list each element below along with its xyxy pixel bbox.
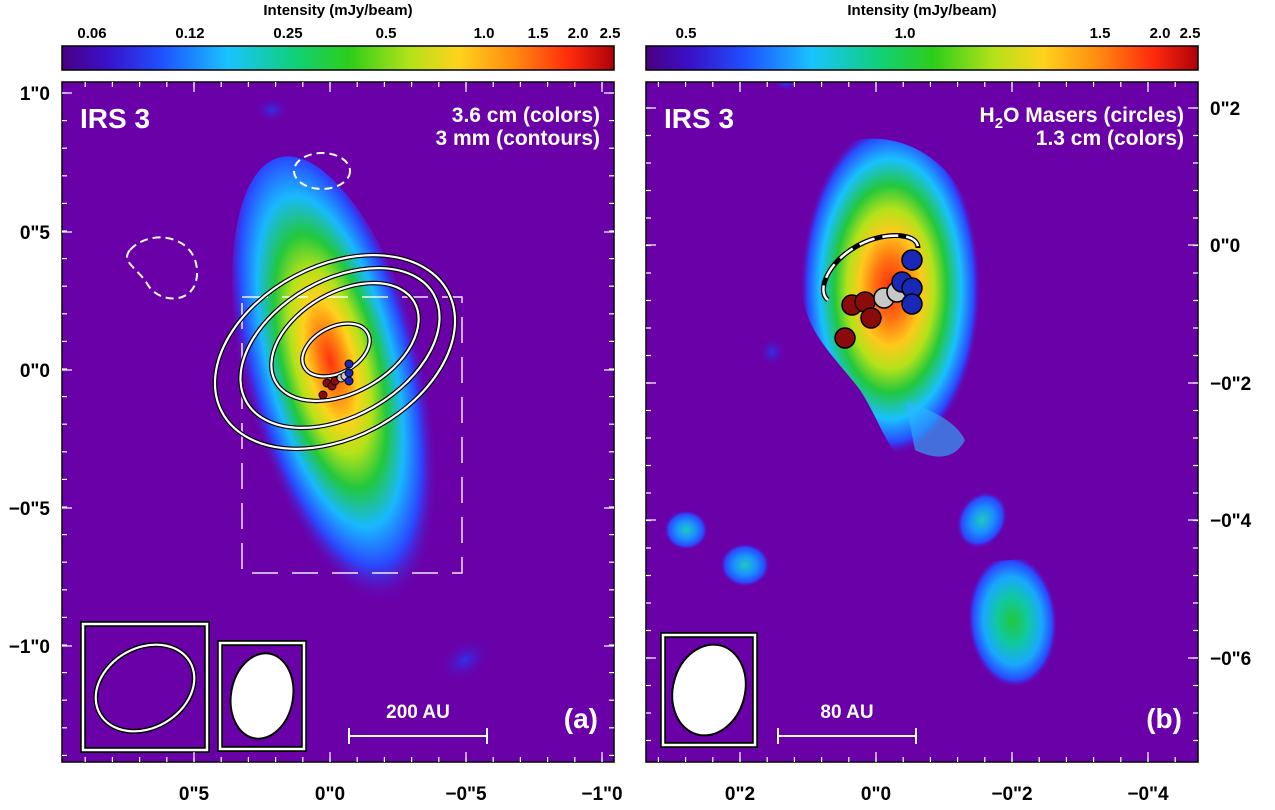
panel-a-negative-contour xyxy=(293,152,351,190)
y-tick-label: 0"0 xyxy=(1210,236,1240,257)
panel-b-negative-contour xyxy=(822,234,920,301)
y-tick-label: −0"2 xyxy=(1210,374,1251,395)
x-tick-label: −0"2 xyxy=(991,784,1032,805)
contour-level-1 xyxy=(213,254,457,450)
colorbar-tick-label: 1.5 xyxy=(528,25,549,42)
colorbar-tick-label: 0.12 xyxy=(175,25,204,42)
panel-b-source-label: IRS 3 xyxy=(664,103,734,134)
colorbar-b: Intensity (mJy/beam) 0.5 1.0 1.5 2.0 2.5 xyxy=(645,2,1201,71)
y-tick-label: −0"5 xyxy=(9,499,51,520)
colorbar-tick-label: 1.0 xyxy=(895,25,916,42)
y-tick-label: 0"0 xyxy=(20,361,50,382)
x-tick-label: −0"5 xyxy=(445,784,487,805)
panel-b-scalebar: 80 AU xyxy=(777,702,917,744)
panel-a-contours xyxy=(213,254,457,450)
contour-level-3 xyxy=(270,281,420,403)
panel-a-source-label: IRS 3 xyxy=(80,103,150,134)
panel-b-legend-line2: 1.3 cm (colors) xyxy=(1036,127,1184,150)
colorbar-tick-label: 0.25 xyxy=(273,25,302,42)
y-tick-label: −0"4 xyxy=(1210,511,1252,532)
panel-a-scalebar-label: 200 AU xyxy=(386,702,450,723)
panel-a-tag: (a) xyxy=(564,703,598,734)
x-tick-label: 0"0 xyxy=(861,784,891,805)
x-tick-label: 0"5 xyxy=(179,784,210,805)
panel-b: 80 AU IRS 3 H2O Masers (circles) 1.3 cm … xyxy=(645,81,1199,763)
panel-b-tag: (b) xyxy=(1146,703,1182,734)
colorbar-tick-label: 2.0 xyxy=(568,25,589,42)
x-tick-label: −0"4 xyxy=(1127,784,1169,805)
colorbar-tick-label: 0.5 xyxy=(376,25,397,42)
y-tick-label: −1"0 xyxy=(9,637,50,658)
colorbar-tick-label: 2.5 xyxy=(1180,25,1201,42)
x-tick-label: 0"0 xyxy=(315,784,345,805)
panel-a-faint-blob xyxy=(254,96,290,124)
maser-blue xyxy=(901,249,923,271)
colorbar-b-bar xyxy=(645,45,1199,71)
colorbar-a-title: Intensity (mJy/beam) xyxy=(263,2,412,19)
maser-blue xyxy=(344,368,354,378)
contour-level-2 xyxy=(239,267,441,429)
panel-b-scalebar-label: 80 AU xyxy=(820,702,873,723)
panel-b-masers xyxy=(834,249,923,349)
panel-b-blob xyxy=(720,543,770,587)
panel-a-beam-3mm xyxy=(94,643,196,733)
colorbar-tick-label: 2.5 xyxy=(600,25,621,42)
panel-b-faint-blob xyxy=(758,336,786,368)
panel-a: 200 AU IRS 3 3.6 cm (colors) 3 mm (conto… xyxy=(61,81,615,763)
y-tick-label: −0"6 xyxy=(1210,649,1251,670)
colorbar-tick-label: 0.06 xyxy=(77,25,106,42)
panel-b-faint-blob xyxy=(772,82,800,92)
colorbar-a-bar xyxy=(61,45,615,71)
colorbar-tick-label: 0.5 xyxy=(676,25,697,42)
x-tick-label: 0"2 xyxy=(725,784,755,805)
panel-a-beam-36cm xyxy=(229,652,295,740)
colorbar-tick-label: 1.5 xyxy=(1090,25,1111,42)
maser-red xyxy=(834,327,856,349)
maser-red xyxy=(860,307,882,329)
panel-a-scalebar: 200 AU xyxy=(348,702,488,744)
panel-a-legend-line1: 3.6 cm (colors) xyxy=(452,104,600,127)
colorbar-tick-label: 2.0 xyxy=(1150,25,1171,42)
panel-a-frame xyxy=(61,81,615,763)
panel-b-blob xyxy=(664,510,708,550)
y-tick-label: 0"5 xyxy=(20,223,51,244)
y-tick-label: 0"2 xyxy=(1210,99,1240,120)
panel-b-blob xyxy=(956,491,1008,549)
maser-blue xyxy=(344,359,354,369)
x-tick-label: −1"0 xyxy=(581,784,622,805)
maser-red xyxy=(318,390,328,400)
panel-b-beam xyxy=(671,643,747,737)
y-tick-label: 1"0 xyxy=(20,84,50,105)
panel-a-masers xyxy=(318,359,354,400)
panel-b-blob xyxy=(964,558,1062,697)
colorbar-tick-label: 1.0 xyxy=(474,25,495,42)
panel-a-legend-line2: 3 mm (contours) xyxy=(435,127,600,150)
panel-b-frame xyxy=(645,81,1199,763)
colorbar-b-title: Intensity (mJy/beam) xyxy=(847,2,996,19)
maser-blue xyxy=(901,293,923,315)
panel-a-faint-blob xyxy=(437,637,493,683)
maser-blue xyxy=(344,376,354,386)
colorbar-a: Intensity (mJy/beam) 0.06 0.12 0.25 0.5 1.0 1… xyxy=(61,2,621,71)
panel-b-legend-line1: H2O Masers (circles) xyxy=(980,104,1184,132)
